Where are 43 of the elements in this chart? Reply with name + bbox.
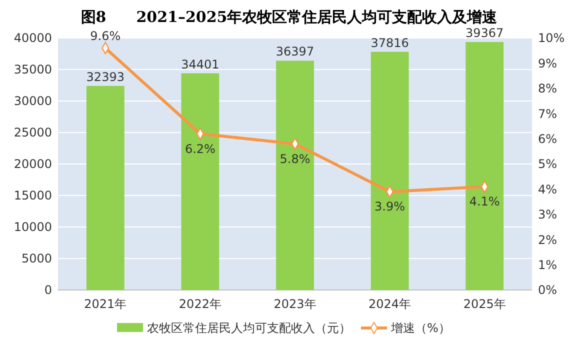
y2-tick-label: 10% [538,31,565,46]
y2-tick-label: 4% [538,182,558,196]
legend-label: 农牧区常住居民人均可支配收入（元） [147,321,351,336]
data-label: 5.8% [280,152,310,166]
y2-tick-label: 9% [538,56,558,70]
chart-title: 图8 2021–2025年农牧区常住居民人均可支配收入及增速 [80,8,498,26]
x-tick-label: 2024年 [368,297,412,311]
y2-tick-label: 5% [538,157,558,172]
data-label: 39367 [466,26,504,40]
y-tick-label: 25000 [14,126,52,140]
bar [181,73,220,290]
y-tick-label: 5000 [21,252,52,266]
y-tick-label: 30000 [14,94,52,108]
bar [466,42,504,290]
data-label: 32393 [86,70,124,84]
y-tick-label: 20000 [14,157,52,172]
y-tick-label: 0 [44,283,52,298]
bar [370,52,409,290]
bar [276,60,314,290]
legend-label: 增速（%） [390,321,450,336]
data-label: 6.2% [184,142,216,156]
data-label: 4.1% [469,194,500,209]
y-tick-label: 15000 [14,188,52,203]
y2-tick-label: 0% [538,283,558,298]
y2-tick-label: 1% [538,258,558,272]
y2-tick-label: 7% [538,106,558,121]
y-tick-label: 40000 [14,31,52,46]
data-label: 9.6% [90,29,121,44]
x-tick-label: 2025年 [463,297,506,311]
x-tick-label: 2022年 [178,297,222,311]
bar [86,86,124,290]
x-tick-label: 2023年 [274,297,316,311]
data-label: 34401 [181,57,220,72]
x-tick-label: 2021年 [84,297,127,311]
data-label: 3.9% [374,200,406,214]
data-label: 37816 [370,36,409,50]
y-tick-label: 35000 [14,62,52,77]
data-label: 36397 [276,44,314,59]
y2-tick-label: 3% [538,208,558,222]
y2-tick-label: 8% [538,82,558,96]
y2-tick-label: 6% [538,132,558,146]
y2-tick-label: 2% [538,232,558,247]
y-tick-label: 10000 [14,220,52,234]
